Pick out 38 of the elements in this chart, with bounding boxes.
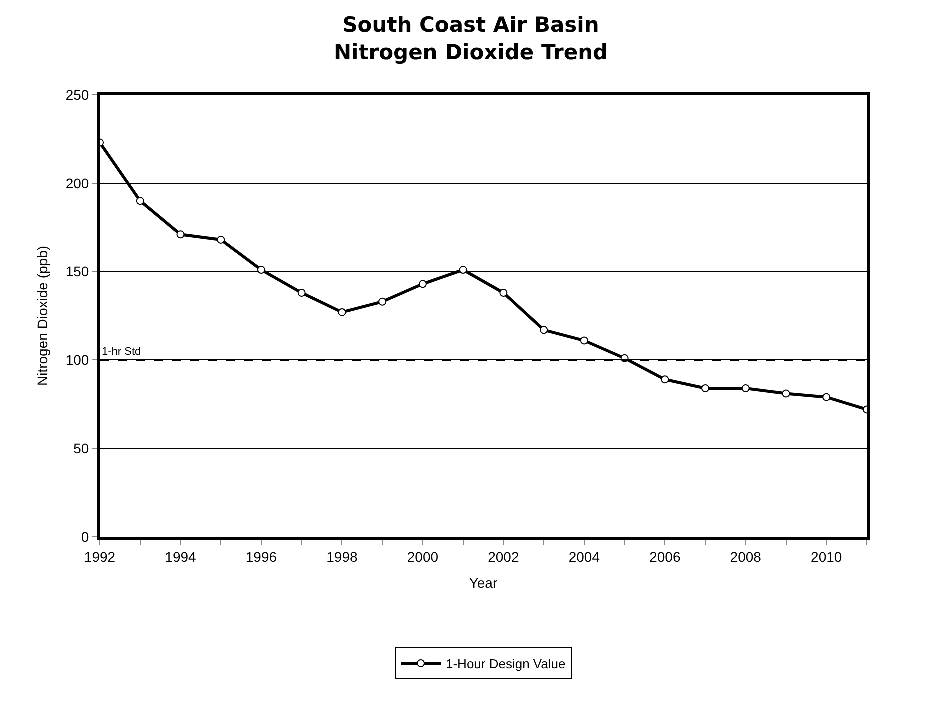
chart-title: South Coast Air Basin Nitrogen Dioxide Trend: [334, 13, 608, 64]
point: [540, 326, 548, 334]
y-tick-label: 200: [66, 175, 90, 192]
point: [459, 266, 468, 274]
x-tick-label: 1992: [84, 548, 116, 565]
x-tick-label: 1994: [165, 548, 197, 565]
point: [782, 390, 790, 398]
point: [661, 376, 670, 384]
point: [742, 384, 750, 392]
x-tick-label: 2008: [730, 548, 762, 565]
point: [338, 308, 346, 316]
point: [418, 280, 427, 288]
point: [136, 197, 144, 206]
y-tick-label: 150: [66, 264, 90, 280]
point: [298, 289, 306, 298]
x-tick-label: 2000: [407, 548, 439, 565]
legend-label: 1-Hour Design Value: [446, 656, 566, 672]
y-axis-title: Nitrogen Dioxide (ppb): [34, 246, 50, 386]
ref-line-label: 1-hr Std: [102, 346, 142, 358]
point: [378, 298, 387, 306]
x-axis-title: Year: [469, 575, 498, 592]
point: [217, 236, 226, 244]
y-tick-label: 250: [66, 86, 90, 103]
y-tick-label: 50: [74, 440, 90, 456]
point: [176, 230, 185, 239]
x-tick-label: 2010: [811, 548, 842, 565]
x-tick-label: 2002: [488, 548, 520, 565]
x-tick-label: 1998: [326, 548, 358, 565]
x-tick-label: 2004: [568, 548, 600, 565]
y-tick-label: 100: [66, 352, 90, 368]
x-tick-label: 1996: [246, 548, 278, 565]
point: [580, 336, 588, 345]
point: [500, 289, 508, 298]
y-tick-label: 0: [81, 528, 90, 545]
point: [702, 384, 710, 392]
x-tick-label: 2006: [650, 548, 681, 565]
point: [822, 393, 831, 402]
point: [257, 266, 266, 274]
